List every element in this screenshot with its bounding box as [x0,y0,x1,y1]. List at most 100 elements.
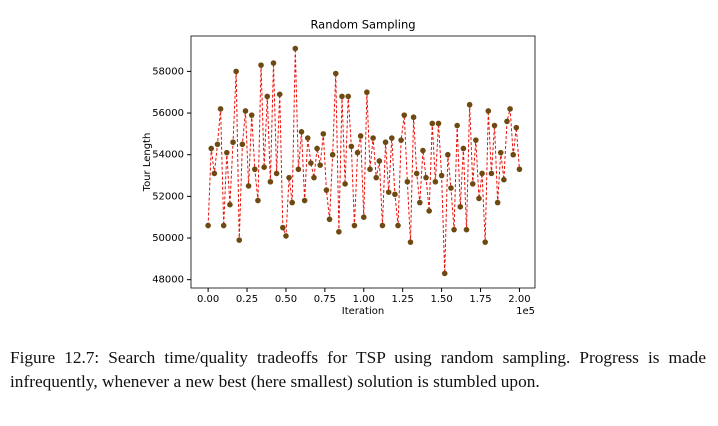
x-axis-label: Iteration [342,306,384,317]
point [317,162,323,168]
point [304,135,311,141]
point [248,112,255,118]
point [370,135,376,141]
point [466,101,473,108]
point [342,181,348,187]
point [348,143,355,150]
x-tick-label: 0.25 [236,294,258,305]
point [227,201,233,208]
point [289,199,295,206]
point [497,149,504,156]
x-tick-label: 0.75 [314,294,336,305]
y-tick-label: 58000 [152,66,184,77]
point [376,158,383,164]
point [485,108,492,114]
point [373,174,380,181]
point [214,141,221,148]
point [448,185,454,191]
point [392,191,398,198]
point [469,181,476,187]
point [432,178,439,185]
x-tick-label: 1.50 [430,294,452,305]
point [479,170,485,177]
point [457,203,464,210]
point [407,239,414,245]
point [245,183,252,189]
point [236,237,243,243]
point [267,178,274,185]
point [473,137,479,143]
point [438,172,445,179]
x-tick-label: 2.00 [508,294,530,305]
point [311,174,317,181]
point [211,170,218,177]
point [345,93,352,100]
point [354,149,361,156]
point [385,189,392,195]
point [292,45,299,52]
point [507,106,513,112]
point [360,214,367,220]
chart: Random Sampling Iteration 1e5 Tour Lengt… [142,18,536,317]
point [501,176,507,183]
point [454,122,460,129]
point [326,216,333,223]
point [398,137,404,143]
point [494,199,501,206]
point [264,93,271,100]
x-tick-label: 1.00 [353,294,375,305]
point [261,164,267,171]
point [208,145,215,152]
point [329,151,336,158]
point [395,222,401,229]
point [320,131,327,137]
point [482,239,488,245]
point [476,195,482,202]
point [417,199,423,206]
point [351,222,358,229]
point [513,124,520,131]
point [413,170,420,177]
y-tick-label: 50000 [152,233,184,244]
point [298,129,305,135]
caption: Figure 12.7: Search time/quality tradeof… [10,348,706,391]
point [224,149,230,156]
point [286,174,292,181]
point [404,178,411,185]
point [435,120,442,127]
point [233,68,239,75]
x-tick-label: 1.25 [392,294,414,305]
point [205,222,211,229]
point [280,224,286,231]
point [410,114,417,121]
point [463,226,470,233]
x-offset: 1e5 [516,306,535,317]
point [252,166,258,173]
point [382,139,389,146]
point [401,112,408,118]
x-tick-label: 0.50 [275,294,297,305]
series-line [207,48,520,274]
y-axis-label: Tour Length [142,133,153,193]
point [314,145,320,152]
y-tick-label: 56000 [152,108,184,119]
x-tick-label: 1.75 [469,294,491,305]
point [217,106,224,112]
point [323,187,330,193]
point [258,62,264,68]
point [445,151,451,158]
point [283,233,289,239]
x-tick-label: 0.00 [197,294,219,305]
point [510,151,517,158]
point [270,60,277,66]
point [308,160,314,166]
point [242,108,249,114]
point [451,226,457,233]
point [295,166,302,173]
point [460,145,467,152]
y-tick-label: 52000 [152,191,184,202]
point [491,122,498,129]
point [488,170,495,177]
y-tick-label: 48000 [152,275,184,286]
